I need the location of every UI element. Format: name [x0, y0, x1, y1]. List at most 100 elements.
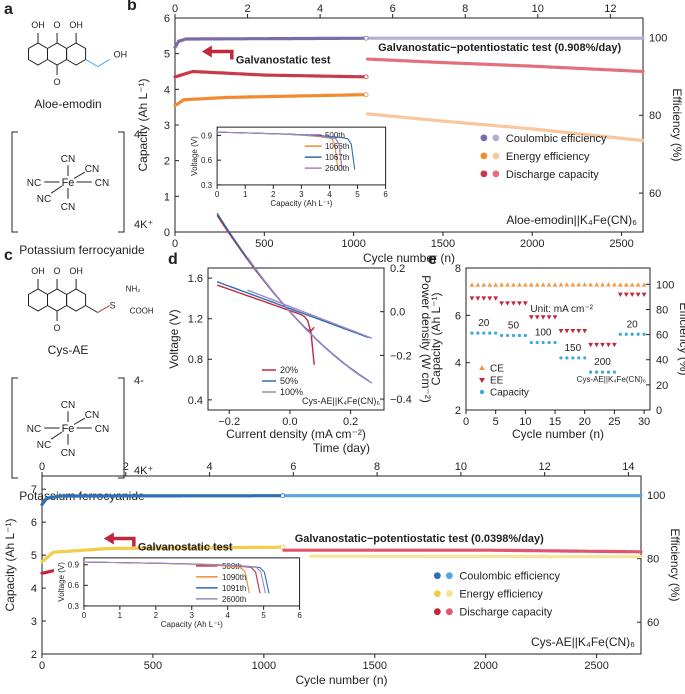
- hydroxyl-label: OH: [69, 20, 83, 30]
- inset-legend-label: 2600th: [222, 595, 246, 604]
- cyanide-ligand: CN: [61, 448, 75, 459]
- x-axis-tick-label: −0.2: [218, 416, 240, 428]
- capacity-marker: [535, 340, 539, 345]
- x-axis-tick-label: 20: [579, 416, 591, 428]
- x2-axis-tick-label: 10: [532, 3, 544, 15]
- ce-marker: [617, 282, 623, 287]
- x-axis-tick-label: 0.0: [282, 416, 297, 428]
- y2-axis-tick-label: 100: [649, 32, 667, 44]
- complex-charge: 4-: [134, 129, 144, 141]
- carbonyl-label: O: [54, 323, 61, 333]
- panel-a: a OH O OH O OH Aloe-emodin Fe CN CN NC CN NC CN 4- 4K⁺ P…: [4, 1, 153, 257]
- inset-x-label: Capacity (Ah L⁻¹): [270, 199, 332, 208]
- ee-marker: [540, 315, 546, 320]
- ee-marker: [570, 329, 576, 334]
- panel-letter: d: [168, 251, 178, 268]
- x-axis-tick-label: 15: [549, 416, 561, 428]
- cyanide-ligand: NC: [37, 440, 51, 451]
- switch-point: [363, 92, 369, 98]
- inset-background: [53, 553, 310, 632]
- series-line-potentiostatic: [366, 57, 645, 74]
- x-axis-tick-label: 2000: [520, 238, 544, 250]
- current-density-label: 20: [627, 319, 639, 330]
- inset-curve: [217, 131, 343, 170]
- hydroxyl-label: OH: [31, 20, 45, 30]
- y2-axis-label: Efficiency (%): [670, 88, 684, 161]
- unit-label: Unit: mA cm⁻²: [530, 304, 593, 315]
- power-curve: [246, 256, 373, 384]
- ce-marker: [558, 282, 564, 287]
- ring-bond: [28, 42, 48, 66]
- complex-bracket: [11, 377, 18, 479]
- coordination-bond: [50, 185, 63, 194]
- capacity-marker: [624, 332, 628, 336]
- cyanide-ligand: CN: [95, 178, 109, 189]
- x2-axis-tick-label: 4: [317, 3, 323, 15]
- series-line-galvanostatic: [40, 494, 284, 507]
- x-axis-tick-label: 2500: [609, 238, 633, 250]
- ce-marker: [475, 282, 481, 287]
- x-axis-tick-label: 10: [519, 416, 531, 428]
- y2-axis-label: Power density (W cm⁻²): [419, 275, 433, 403]
- x-axis-tick-label: 0.2: [343, 416, 358, 428]
- ce-marker: [576, 282, 582, 287]
- inset-y-label: Voltage (V): [190, 136, 199, 176]
- ee-marker: [493, 296, 499, 301]
- x-axis-tick-label: 1000: [252, 660, 276, 672]
- x-axis-tick-label: 25: [608, 416, 620, 428]
- polarization-curve: [247, 289, 373, 339]
- legend-label: Energy efficiency: [459, 589, 543, 601]
- legend-marker: [445, 590, 453, 598]
- ce-marker: [517, 282, 522, 287]
- ee-marker: [534, 315, 540, 320]
- carbonyl-label: O: [54, 77, 61, 87]
- y-axis-tick-label: 0.8: [188, 354, 203, 366]
- panel-letter: a: [4, 1, 13, 18]
- x-axis-tick-label: 1500: [431, 238, 455, 250]
- capacity-marker: [517, 333, 522, 338]
- galvanostatic-label: Galvanostatic test: [138, 542, 233, 554]
- ee-marker: [588, 342, 594, 348]
- switch-point: [280, 493, 286, 499]
- capacity-marker: [559, 356, 563, 360]
- arrow-icon-head: [201, 45, 212, 58]
- complex-bracket: [118, 131, 125, 233]
- x2-axis-tick-label: 2: [123, 461, 129, 473]
- x2-axis-tick-label: 4: [206, 461, 212, 473]
- capacity-marker: [577, 356, 581, 360]
- potentiostatic-label: Galvanostatic−potentiostatic test (0.908…: [378, 42, 621, 54]
- system-label: Cys-AE||K₄Fe(CN)₆: [577, 375, 646, 384]
- capacity-marker: [606, 370, 611, 374]
- inset-legend-label: 1091th: [222, 584, 246, 593]
- ce-marker: [540, 282, 546, 287]
- x2-axis-tick-label: 6: [390, 3, 396, 15]
- legend-marker: [433, 590, 441, 598]
- y-axis-tick-label: 6: [31, 517, 37, 529]
- molecule-name: Aloe-emodin: [34, 97, 101, 111]
- capacity-marker: [600, 370, 605, 374]
- inset-x-axis-tick-label: 5: [261, 611, 266, 620]
- ce-marker: [522, 282, 528, 287]
- y-axis-tick-label: 1: [164, 191, 170, 203]
- capacity-marker: [529, 340, 533, 345]
- inset-y-axis-tick-label: 0.3: [201, 181, 213, 190]
- carbonyl-label: O: [54, 266, 61, 276]
- molecule-name: Cys-AE: [48, 343, 89, 357]
- carboxyl-label: COOH: [130, 307, 154, 316]
- ce-marker: [552, 282, 558, 287]
- y-axis-tick-label: 1.6: [188, 273, 203, 285]
- series-line-potentiostatic: [366, 112, 645, 143]
- legend-label: 20%: [280, 365, 298, 375]
- ee-marker: [606, 342, 611, 348]
- legend-label: Coulombic efficiency: [459, 571, 560, 583]
- galvanostatic-label: Galvanostatic test: [236, 55, 331, 67]
- ee-marker: [576, 329, 582, 334]
- side-chain-bond: [85, 59, 98, 67]
- y2-axis-tick-label: −0.4: [390, 394, 412, 406]
- inset-x-axis-tick-label: 1: [118, 611, 123, 620]
- carbonyl-label: O: [54, 20, 61, 30]
- ce-marker: [641, 282, 647, 287]
- y-axis-tick-label: 2: [455, 405, 461, 417]
- inset-x-label: Capacity (Ah L⁻¹): [161, 620, 223, 629]
- series-line-galvanostatic: [40, 545, 284, 564]
